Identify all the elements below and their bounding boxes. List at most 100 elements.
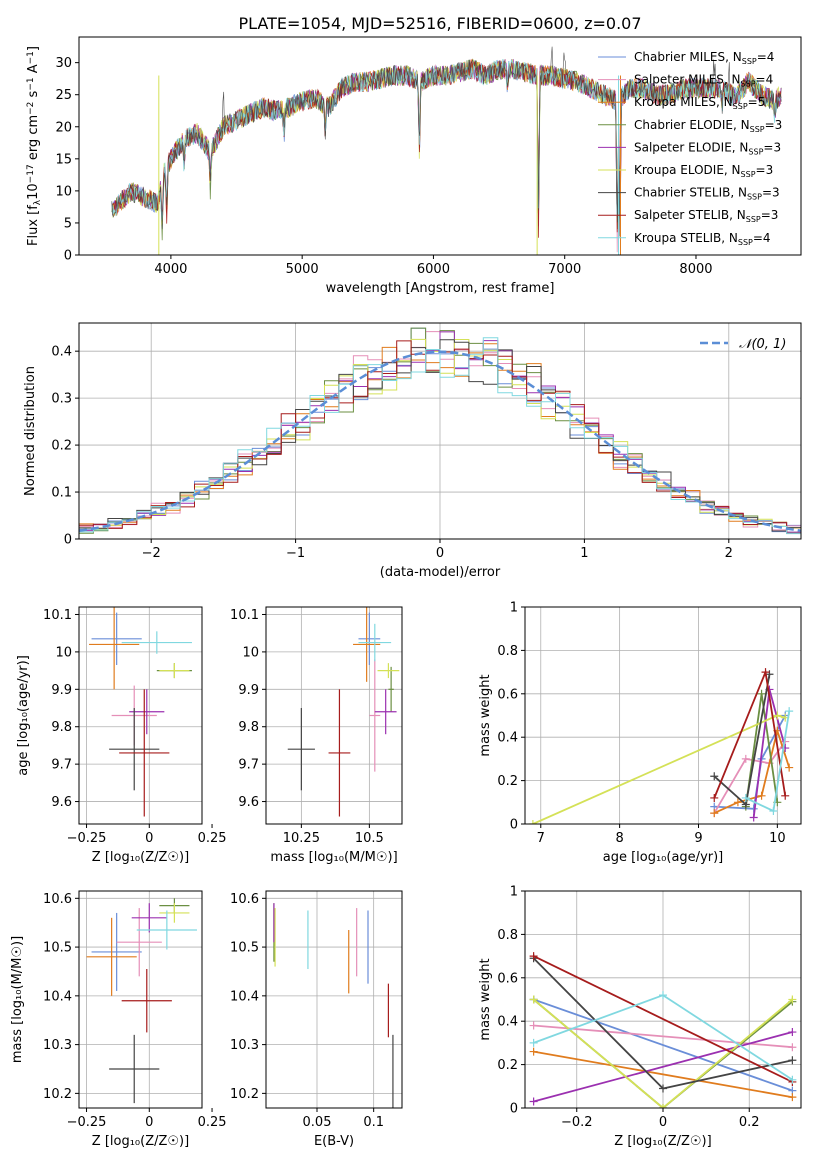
age-vs-mass-point-4 bbox=[374, 689, 397, 735]
weight-vs-age-marker bbox=[749, 813, 758, 822]
age-vs-mass-point-1 bbox=[369, 659, 381, 772]
spectrum-xtick-label: 7000 bbox=[548, 262, 581, 277]
weight-vs-age-ytick-label: 1 bbox=[510, 601, 518, 616]
weight-vs-Z-marker bbox=[788, 1056, 797, 1065]
weight-vs-Z-series-5 bbox=[533, 998, 793, 1108]
mass-vs-Z-ytick-label: 10.2 bbox=[43, 1087, 72, 1102]
age-vs-Z-point-7 bbox=[119, 689, 170, 817]
spectrum-ylabel-e: A bbox=[26, 64, 41, 77]
legend-entry-base: Kroupa ELODIE, N bbox=[634, 163, 741, 177]
legend-entry-tail: =3 bbox=[763, 140, 781, 154]
weight-vs-Z-panel: −0.2 0 0.2 0 0.2 0.4 0.6 0.8 1 Z [log₁₀(Z/Z☉)] mas… bbox=[478, 885, 802, 1149]
residuals-ylabel: Normed distribution bbox=[23, 366, 38, 496]
mass-vs-EBV-xlabel: E(B-V) bbox=[314, 1134, 354, 1149]
legend-entry-sub: SSP bbox=[741, 170, 756, 179]
mass-vs-EBV-panel: 0.05 0.1 10.2 10.3 10.4 10.5 10.6 E(B-V) bbox=[230, 890, 403, 1149]
spectrum-xtick-label: 5000 bbox=[286, 262, 319, 277]
mass-vs-Z-panel: −0.25 0 0.25 10.2 10.3 10.4 10.5 10.6 Z [log₁₀(Z… bbox=[10, 890, 227, 1149]
weight-vs-Z-series-0 bbox=[533, 998, 793, 1092]
legend-entry-4: Salpeter ELODIE, NSSP=3 bbox=[634, 140, 781, 156]
mass-vs-EBV-ytick-label: 10.4 bbox=[230, 989, 259, 1004]
age-vs-mass-ytick-label: 9.9 bbox=[238, 683, 259, 698]
age-vs-mass-point-0 bbox=[358, 612, 381, 665]
weight-vs-Z-series-7 bbox=[533, 955, 793, 1083]
legend-entry-tail: =4 bbox=[756, 73, 774, 87]
age-vs-Z-ytick-label: 9.8 bbox=[51, 720, 72, 735]
weight-vs-age-marker bbox=[733, 798, 742, 807]
residuals-ytick-label: 0 bbox=[64, 533, 72, 548]
age-vs-mass-frame bbox=[265, 606, 403, 825]
legend-entry-tail: =3 bbox=[756, 163, 774, 177]
weight-vs-Z-marker bbox=[788, 995, 797, 1004]
mass-vs-Z-point-2 bbox=[86, 917, 137, 996]
weight-vs-age-ytick-label: 0 bbox=[510, 818, 518, 833]
legend-entry-sub: SSP bbox=[748, 147, 763, 156]
legend-entry-base: Kroupa STELIB, N bbox=[634, 231, 738, 245]
weight-vs-Z-ytick-label: 0.2 bbox=[497, 1058, 518, 1073]
residuals-plot-area bbox=[79, 323, 801, 539]
age-vs-Z-xtick-label: 0.25 bbox=[198, 831, 227, 846]
weight-vs-age-marker bbox=[785, 763, 794, 772]
weight-vs-age-marker bbox=[757, 791, 766, 800]
weight-vs-age-marker bbox=[710, 809, 719, 818]
weight-vs-age-series-1 bbox=[713, 740, 786, 814]
age-vs-Z-point-0 bbox=[91, 612, 142, 665]
weight-vs-Z-marker bbox=[529, 1047, 538, 1056]
legend-entry-base: Salpeter ELODIE, N bbox=[634, 140, 748, 154]
residuals-xlabel: (data-model)/error bbox=[380, 565, 501, 580]
legend-entry-tail: =5 bbox=[748, 95, 766, 109]
spectrum-ylabel-d: s bbox=[26, 90, 41, 101]
legend-entry-base: Salpeter STELIB, N bbox=[634, 208, 746, 222]
weight-vs-Z-xtick-label: −0.2 bbox=[561, 1115, 593, 1130]
spectrum-ylabel-sub1: λ bbox=[33, 199, 43, 205]
legend-entry-base: Chabrier STELIB, N bbox=[634, 186, 747, 200]
residuals-ytick-label: 0.1 bbox=[51, 486, 72, 501]
legend-entry-base: Salpeter MILES, N bbox=[634, 73, 741, 87]
residuals-ytick-label: 0.2 bbox=[51, 439, 72, 454]
mass-vs-Z-point-7 bbox=[121, 969, 172, 1033]
mass-vs-EBV-xtick-label: 0.05 bbox=[303, 1115, 332, 1130]
weight-vs-Z-ytick-label: 0.4 bbox=[497, 1015, 518, 1030]
weight-vs-age-marker bbox=[710, 793, 719, 802]
mass-vs-Z-ylabel: mass [log₁₀(M/M☉)] bbox=[10, 936, 25, 1063]
spectrum-line-6 bbox=[111, 46, 782, 237]
mass-vs-Z-frame bbox=[78, 890, 203, 1109]
weight-vs-age-xtick-label: 8 bbox=[615, 831, 623, 846]
legend-entry-base: Chabrier MILES, N bbox=[634, 50, 742, 64]
weight-vs-age-marker bbox=[781, 791, 790, 800]
legend-entry-sub: SSP bbox=[746, 215, 761, 224]
spectrum-xtick-label: 8000 bbox=[679, 262, 712, 277]
weight-vs-age-marker bbox=[741, 754, 750, 763]
weight-vs-age-plot-area bbox=[525, 607, 801, 824]
spectrum-ylabel-a: Flux [f bbox=[26, 205, 41, 246]
age-vs-mass-point-2 bbox=[353, 607, 381, 682]
age-vs-Z-xtick-label: 0 bbox=[145, 831, 153, 846]
legend-entry-base: Kroupa MILES, N bbox=[634, 95, 733, 109]
weight-vs-Z-marker bbox=[659, 1084, 667, 1093]
mass-vs-Z-ytick-label: 10.3 bbox=[43, 1038, 72, 1053]
spectrum-ylabel-c: erg cm bbox=[26, 115, 41, 164]
weight-vs-Z-marker bbox=[788, 1075, 797, 1084]
age-vs-Z-point-5 bbox=[159, 663, 190, 679]
weight-vs-Z-marker bbox=[529, 1038, 538, 1047]
legend-entry-sub: SSP bbox=[733, 102, 748, 111]
spectrum-ylabel-sup3: −1 bbox=[26, 77, 36, 90]
weight-vs-age-marker bbox=[741, 793, 750, 802]
legend-entry-1: Salpeter MILES, NSSP=4 bbox=[634, 73, 773, 89]
weight-vs-age-marker bbox=[773, 711, 782, 720]
weight-vs-age-xtick-label: 7 bbox=[537, 831, 545, 846]
spectrum-frame bbox=[78, 36, 802, 256]
legend-entry-sub: SSP bbox=[750, 125, 765, 134]
mass-vs-Z-point-5 bbox=[159, 903, 190, 923]
mass-vs-EBV-ytick-label: 10.3 bbox=[230, 1038, 259, 1053]
weight-vs-Z-series-2 bbox=[533, 1050, 793, 1099]
age-vs-mass-ytick-label: 10.1 bbox=[230, 608, 259, 623]
weight-vs-Z-xtick-label: 0 bbox=[659, 1115, 667, 1130]
mass-vs-EBV-ytick-label: 10.5 bbox=[230, 941, 259, 956]
weight-vs-Z-ytick-label: 0 bbox=[510, 1102, 518, 1117]
residuals-xtick-label: 0 bbox=[436, 546, 444, 561]
spectrum-ytick-label: 5 bbox=[64, 216, 72, 231]
weight-vs-age-marker bbox=[528, 820, 537, 824]
age-vs-mass-point-5 bbox=[377, 663, 400, 679]
mass-vs-EBV-ytick-label: 10.2 bbox=[230, 1087, 259, 1102]
